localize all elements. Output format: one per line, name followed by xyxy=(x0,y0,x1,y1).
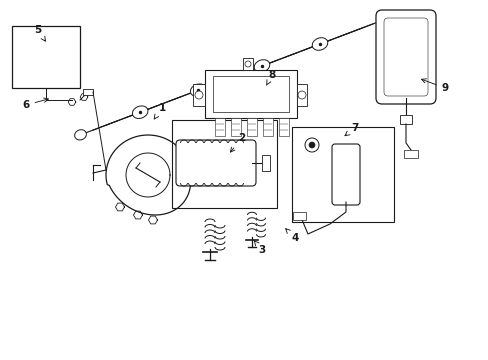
Bar xyxy=(193,84,204,106)
Circle shape xyxy=(305,138,318,152)
Text: 9: 9 xyxy=(421,79,447,93)
Text: 7: 7 xyxy=(345,123,358,136)
Bar xyxy=(83,89,93,95)
Bar xyxy=(399,115,411,124)
Ellipse shape xyxy=(380,15,389,23)
FancyBboxPatch shape xyxy=(331,144,359,205)
Bar xyxy=(230,118,241,136)
Bar xyxy=(292,212,305,220)
Bar xyxy=(262,156,269,171)
Ellipse shape xyxy=(75,130,86,140)
Bar xyxy=(243,58,252,70)
Text: 4: 4 xyxy=(285,229,298,243)
Text: 2: 2 xyxy=(230,133,245,152)
Bar xyxy=(263,118,272,136)
Bar xyxy=(296,84,306,106)
Bar xyxy=(12,26,80,88)
FancyBboxPatch shape xyxy=(375,10,435,104)
Bar xyxy=(279,118,288,136)
Circle shape xyxy=(195,91,203,99)
Ellipse shape xyxy=(190,84,205,96)
FancyBboxPatch shape xyxy=(383,18,427,96)
Text: 8: 8 xyxy=(266,70,275,85)
Text: 5: 5 xyxy=(34,25,45,41)
Ellipse shape xyxy=(132,106,148,118)
Text: 6: 6 xyxy=(22,98,48,110)
Text: 3: 3 xyxy=(253,240,265,255)
Circle shape xyxy=(308,142,314,148)
Ellipse shape xyxy=(254,60,269,72)
Ellipse shape xyxy=(311,38,327,50)
Circle shape xyxy=(297,91,305,99)
Bar xyxy=(172,120,276,208)
Bar xyxy=(215,118,224,136)
Bar xyxy=(403,150,417,158)
Bar xyxy=(213,76,288,112)
Circle shape xyxy=(244,61,250,67)
Text: 1: 1 xyxy=(154,103,165,119)
Bar xyxy=(204,70,296,118)
FancyBboxPatch shape xyxy=(176,140,256,186)
Bar xyxy=(246,118,257,136)
Bar xyxy=(291,127,393,222)
